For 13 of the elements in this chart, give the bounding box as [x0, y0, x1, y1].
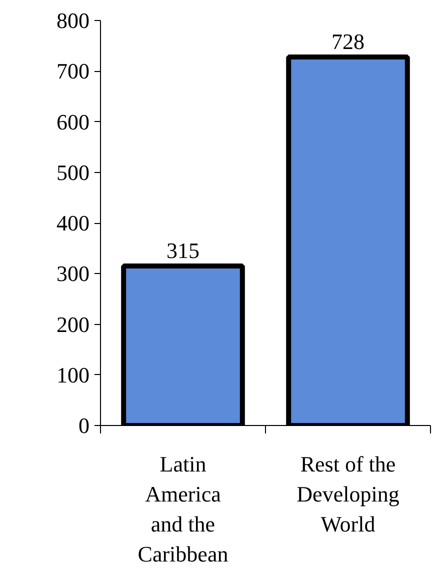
- y-tick-label: 400: [56, 210, 90, 236]
- x-tick-label: Latin America and the Caribbean: [138, 452, 228, 566]
- data-label: 315: [166, 238, 200, 264]
- y-tick-label: 600: [56, 109, 90, 134]
- x-tick-label: Rest of the Developing World: [296, 452, 400, 536]
- y-tick-label: 300: [56, 261, 90, 286]
- data-label: 728: [332, 28, 364, 54]
- y-tick-label: 500: [56, 160, 90, 185]
- y-tick-label: 700: [56, 58, 90, 84]
- y-tick-label: 800: [56, 8, 90, 33]
- y-tick-label: 0: [78, 413, 90, 438]
- y-tick-label: 100: [56, 362, 90, 388]
- y-tick-label: 200: [56, 312, 90, 337]
